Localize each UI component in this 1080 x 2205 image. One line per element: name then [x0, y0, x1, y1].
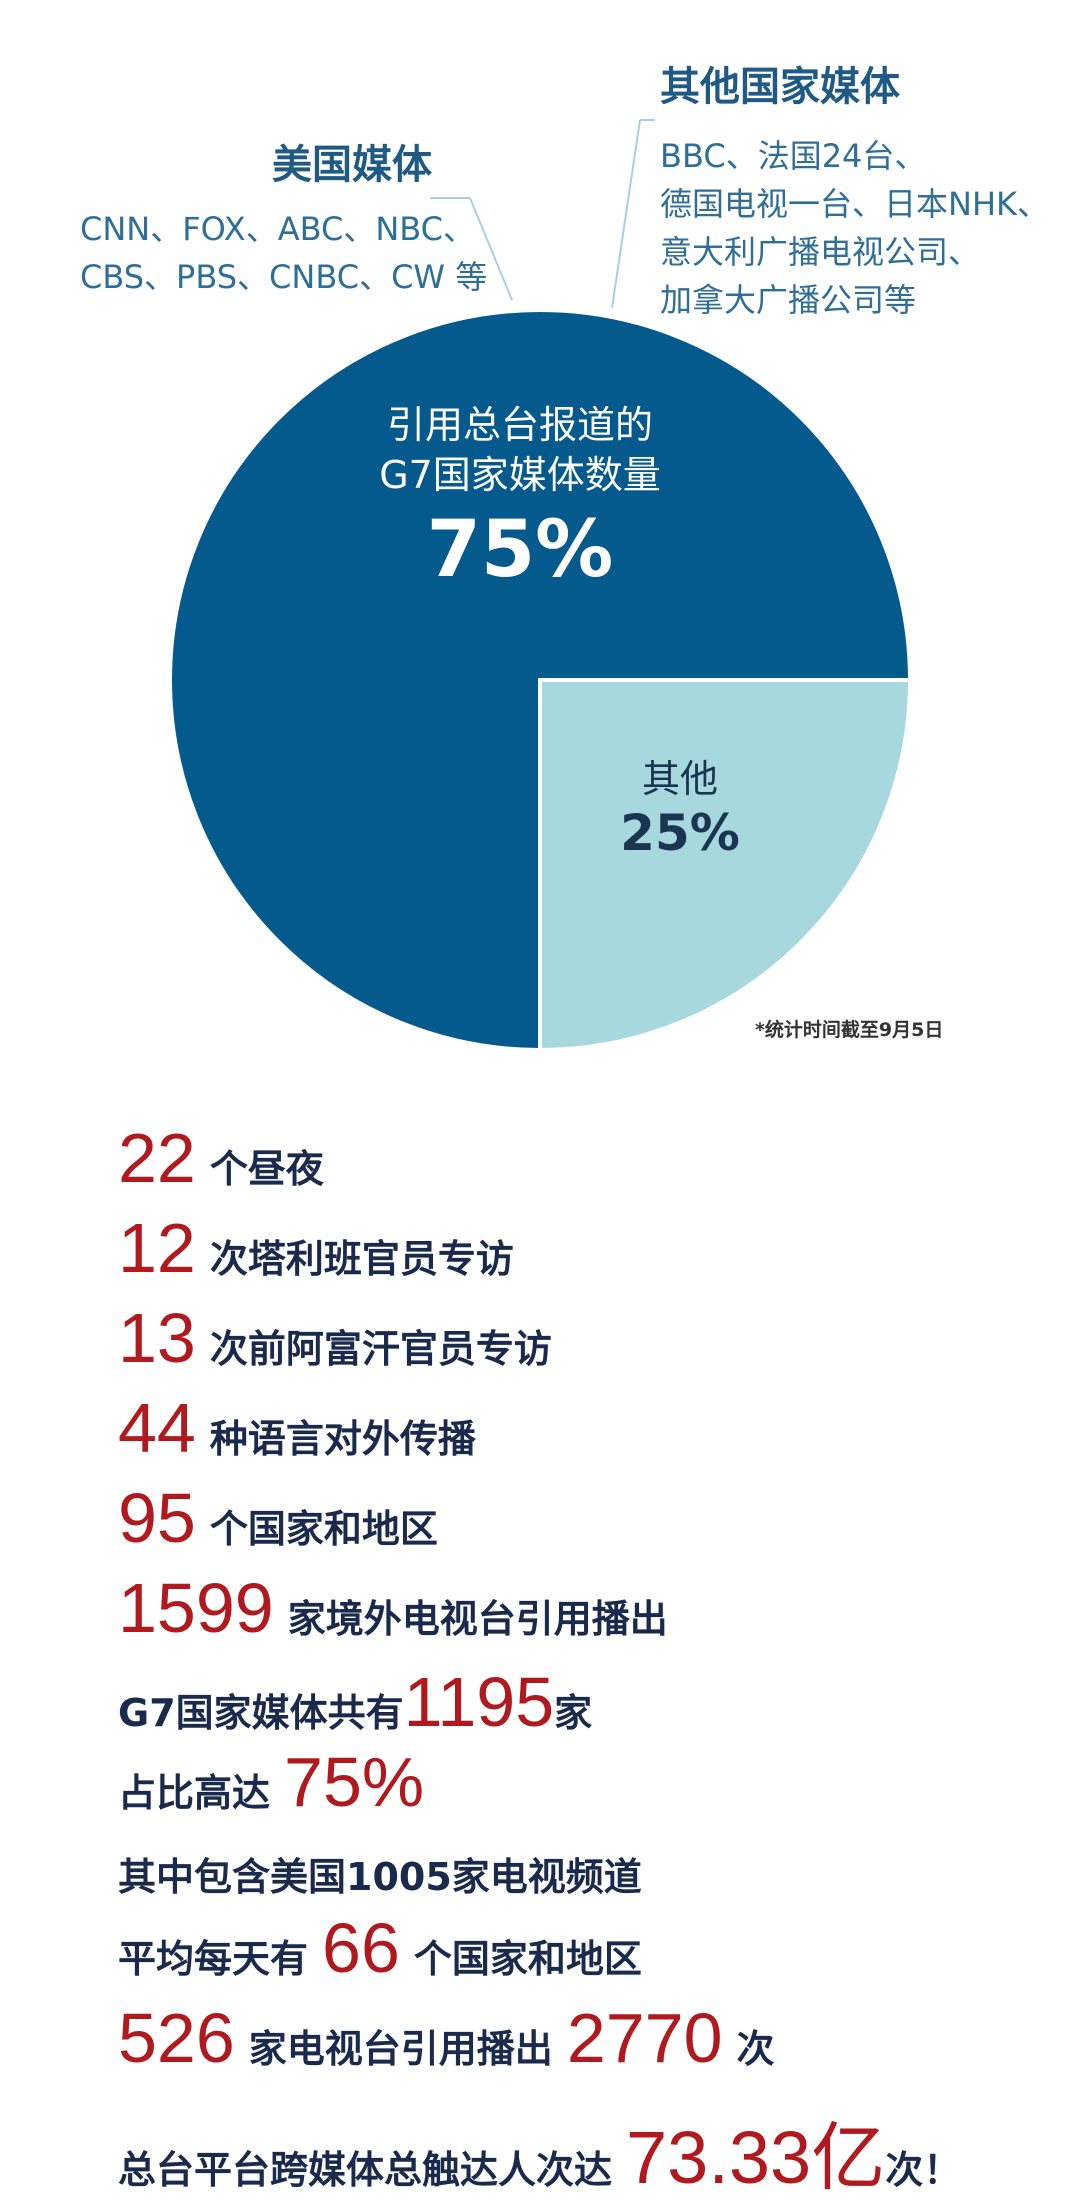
stat-line-tv-broadcasts: 526 家电视台引用播出 2770 次 — [118, 1998, 775, 2078]
stat-line-taliban: 12 次塔利班官员专访 — [118, 1208, 514, 1288]
stat-line-daily: 平均每天有 66 个国家和地区 — [118, 1908, 642, 1988]
small-slice-label-line-1: 其他 — [641, 757, 718, 801]
tv-number-1: 526 — [118, 1999, 235, 2077]
other-leader-line — [611, 119, 641, 309]
other-media-list: BBC、法国24台、 德国电视一台、日本NHK、 意大利广播电视公司、 加拿大广… — [660, 132, 1049, 324]
stat-number: 95 — [118, 1479, 196, 1557]
ratio-pre-text: 占比高达 — [118, 1771, 271, 1815]
other-media-line-4: 加拿大广播公司等 — [660, 281, 917, 319]
reach-post-text: 次！ — [885, 2148, 962, 2192]
stat-number: 1599 — [118, 1569, 274, 1647]
pie-slice-other — [538, 678, 913, 1053]
small-slice-label: 其他 25% — [580, 755, 780, 863]
stat-text: 个国家和地区 — [209, 1507, 438, 1551]
us-media-title: 美国媒体 — [272, 142, 432, 188]
stat-line-tv-stations: 1599 家境外电视台引用播出 — [118, 1568, 668, 1648]
g7-pre-text: G7国家媒体共有 — [118, 1691, 404, 1735]
stat-text: 个昼夜 — [209, 1147, 324, 1191]
stat-line-g7: G7国家媒体共有1195家 — [118, 1662, 592, 1742]
tv-post-text: 次 — [736, 2027, 775, 2071]
callout-leader-lines — [430, 119, 655, 309]
other-media-line-1: BBC、法国24台、 — [660, 137, 927, 175]
stat-number: 22 — [118, 1119, 196, 1197]
stat-line-former-officials: 13 次前阿富汗官员专访 — [118, 1298, 552, 1378]
stat-line-us-channels: 其中包含美国1005家电视频道 — [118, 1846, 642, 1901]
pie-chart — [168, 308, 913, 1053]
reach-number: 73.33亿 — [626, 2116, 886, 2199]
daily-pre-text: 平均每天有 — [118, 1937, 309, 1981]
us-media-list: CNN、FOX、ABC、NBC、 CBS、PBS、CNBC、CW 等 — [80, 205, 487, 301]
daily-post-text: 个国家和地区 — [413, 1937, 642, 1981]
stat-text: 家境外电视台引用播出 — [287, 1597, 668, 1641]
stat-number: 44 — [118, 1389, 196, 1467]
stat-number: 13 — [118, 1299, 196, 1377]
big-slice-label: 引用总台报道的 G7国家媒体数量 75% — [320, 400, 720, 600]
us-media-line-1: CNN、FOX、ABC、NBC、 — [80, 210, 475, 248]
pie-slice-g7-media — [168, 308, 913, 1053]
tv-number-2: 2770 — [566, 1999, 723, 2077]
reach-pre-text: 总台平台跨媒体总触达人次达 — [118, 2148, 613, 2192]
stat-line-countries: 95 个国家和地区 — [118, 1478, 438, 1558]
stat-text: 次塔利班官员专访 — [209, 1237, 514, 1281]
big-slice-value: 75% — [426, 505, 614, 595]
stat-line-reach: 总台平台跨媒体总触达人次达 73.33亿次！ — [118, 2098, 961, 2205]
other-media-line-3: 意大利广播电视公司、 — [660, 233, 981, 271]
us-channels-text: 其中包含美国1005家电视频道 — [118, 1855, 642, 1899]
stat-line-ratio: 占比高达 75% — [118, 1742, 424, 1822]
daily-number: 66 — [322, 1909, 400, 1987]
stat-line-days: 22 个昼夜 — [118, 1118, 324, 1198]
small-slice-value: 25% — [620, 804, 740, 862]
us-leader-line — [469, 197, 513, 301]
stat-number: 12 — [118, 1209, 196, 1287]
other-media-title: 其他国家媒体 — [660, 64, 900, 110]
big-slice-label-line-2: G7国家媒体数量 — [379, 453, 661, 497]
stat-text: 种语言对外传播 — [209, 1417, 476, 1461]
tv-mid-text: 家电视台引用播出 — [248, 2027, 553, 2071]
chart-footnote: *统计时间截至9月5日 — [755, 1019, 944, 1041]
stat-line-languages: 44 种语言对外传播 — [118, 1388, 476, 1468]
us-media-line-2: CBS、PBS、CNBC、CW 等 — [80, 258, 488, 296]
g7-number: 1195 — [403, 1663, 555, 1741]
other-media-line-2: 德国电视一台、日本NHK、 — [660, 185, 1049, 223]
ratio-number: 75% — [284, 1743, 425, 1821]
g7-post-text: 家 — [554, 1691, 593, 1735]
big-slice-label-line-1: 引用总台报道的 — [386, 403, 653, 447]
stat-text: 次前阿富汗官员专访 — [209, 1327, 552, 1371]
